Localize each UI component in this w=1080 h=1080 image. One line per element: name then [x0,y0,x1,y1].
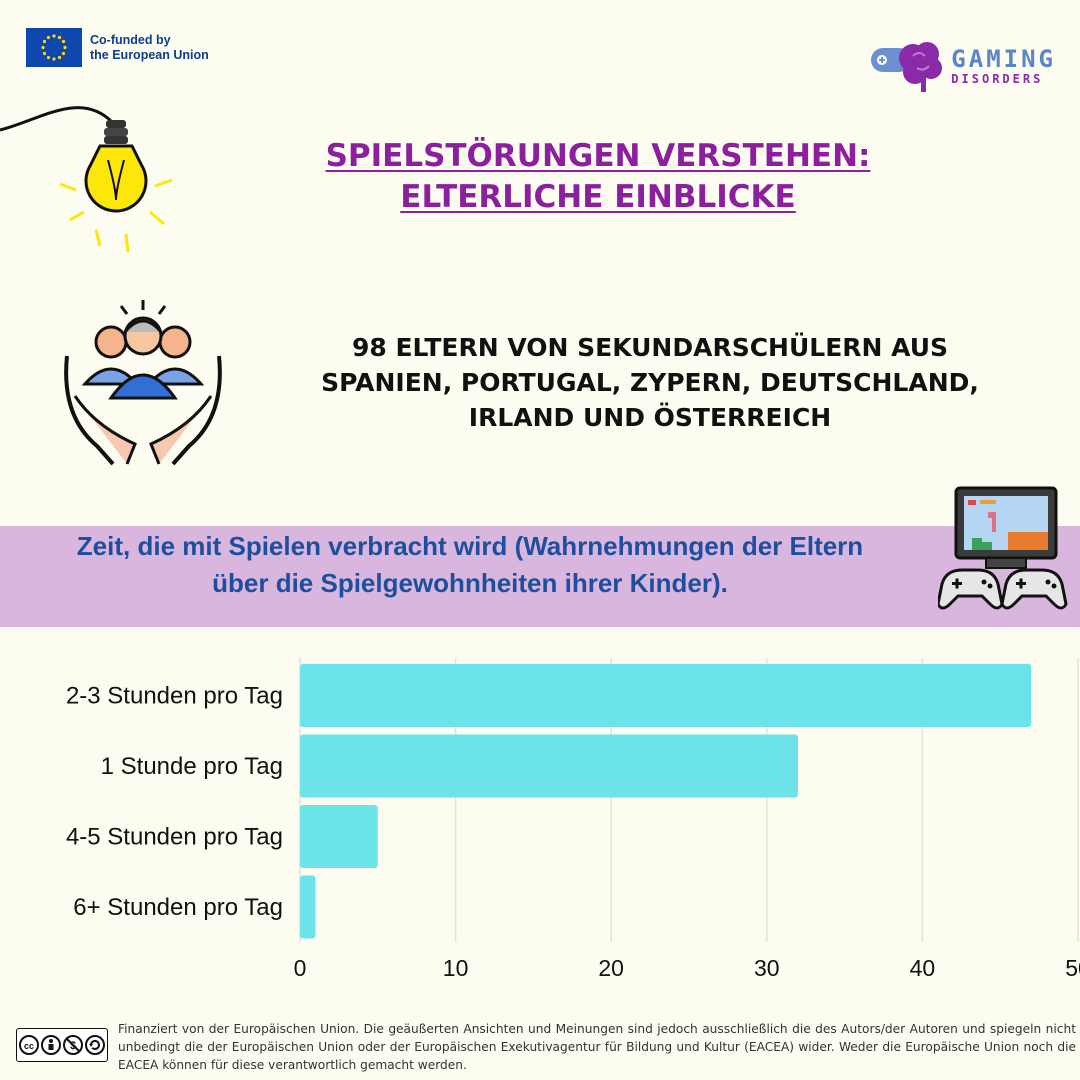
x-tick-label: 40 [910,955,936,980]
footer: cc $ Finanziert von der Europäischen Uni… [16,1020,1076,1074]
game-console-icon [938,486,1068,610]
bar-2 [300,734,798,798]
category-label: 6+ Stunden pro Tag [73,894,283,921]
category-label: 2-3 Stunden pro Tag [66,683,283,710]
svg-text:cc: cc [24,1041,34,1051]
chart-subtitle: Zeit, die mit Spielen verbracht wird (Wa… [0,526,940,602]
info-line3: IRLAND UND ÖSTERREICH [468,403,832,432]
nc-icon: $ [63,1035,83,1055]
category-label: 1 Stunde pro Tag [101,753,283,780]
category-label: 4-5 Stunden pro Tag [66,824,283,851]
title-line2: ELTERLICHE EINBLICKE [400,179,796,215]
brand-bottom-text: DISORDERS [951,72,1044,86]
x-tick-label: 30 [754,955,780,980]
eu-flag-icon [26,28,82,67]
bar-4 [300,875,316,939]
time-spent-bar-chart: 2-3 Stunden pro Tag 1 Stunde pro Tag 4-5 S… [66,658,1080,980]
bar-1 [300,664,1032,727]
cc-icon: cc [19,1035,39,1055]
x-tick-label: 0 [294,955,307,980]
brand-top-text: GAMING [951,45,1056,73]
bar-3 [300,805,378,868]
disclaimer-text: Finanziert von der Europäischen Union. D… [118,1022,1076,1072]
x-tick-label: 50 [1065,955,1080,980]
by-icon [41,1035,61,1055]
x-tick-label: 20 [598,955,624,980]
community-hands-icon [64,300,222,466]
sa-icon [85,1035,105,1055]
participants-info: 98 ELTERN VON SEKUNDARSCHÜLERN AUS SPANI… [290,330,1010,435]
subtitle-line2: über die Spielgewohnheiten ihrer Kinder)… [212,568,728,598]
eu-text-line1: Co-funded by [90,32,171,47]
page-title: SPIELSTÖRUNGEN VERSTEHEN: ELTERLICHE EIN… [300,136,896,218]
eu-text-line2: the European Union [90,47,209,62]
gamepad-brain-icon [871,42,943,92]
eu-cofunded-logo: Co-funded by the European Union [26,28,209,67]
title-line1: SPIELSTÖRUNGEN VERSTEHEN: [325,138,871,174]
x-tick-label: 10 [443,955,469,980]
cc-license-badge: cc $ [16,1028,108,1062]
info-line2: SPANIEN, PORTUGAL, ZYPERN, DEUTSCHLAND, [321,368,979,397]
subtitle-line1: Zeit, die mit Spielen verbracht wird (Wa… [76,531,864,561]
gaming-disorders-logo: GAMING DISORDERS [869,38,1056,94]
subtitle-band [0,526,1080,627]
lightbulb-icon [0,106,173,253]
info-line1: 98 ELTERN VON SEKUNDARSCHÜLERN AUS [351,333,949,362]
